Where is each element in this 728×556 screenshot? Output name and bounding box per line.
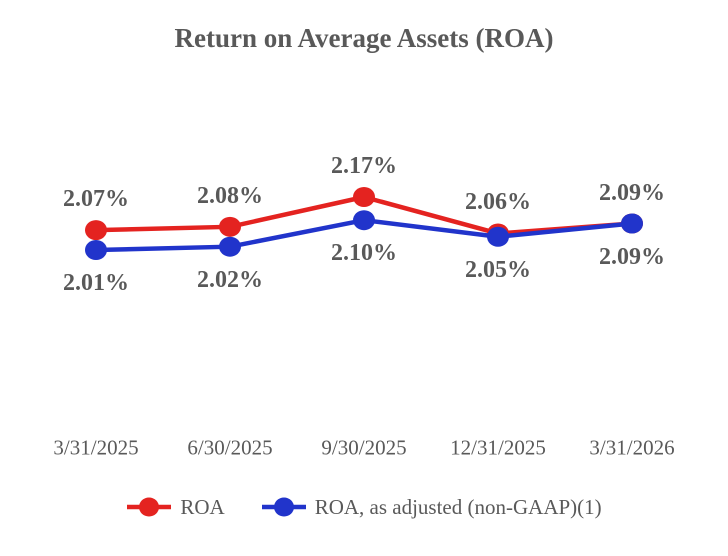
data-label-series-1-3: 2.05% — [465, 256, 531, 283]
legend-item-roa: ROA — [126, 494, 225, 519]
series-1-point-4 — [621, 213, 643, 234]
legend-label-roa-adjusted: ROA, as adjusted (non-GAAP)(1) — [314, 494, 602, 519]
x-axis-label-1: 6/30/2025 — [187, 435, 273, 460]
chart-title: Return on Average Assets (ROA) — [174, 23, 554, 53]
data-label-series-1-0: 2.01% — [63, 270, 129, 296]
legend-marker-roa-adjusted-icon — [261, 497, 306, 517]
x-axis-label-0: 3/31/2025 — [53, 435, 139, 460]
data-label-series-0-0: 2.07% — [63, 186, 129, 213]
data-label-series-0-3: 2.06% — [465, 189, 531, 216]
x-axis-label-2: 9/30/2025 — [321, 435, 407, 460]
series-1-point-3 — [487, 226, 509, 247]
data-label-series-0-4: 2.09% — [599, 179, 665, 206]
legend-item-roa-adjusted: ROA, as adjusted (non-GAAP)(1) — [261, 496, 602, 518]
data-label-series-1-1: 2.02% — [197, 266, 263, 293]
data-label-series-0-2: 2.17% — [331, 153, 397, 179]
legend-marker-roa-icon — [127, 497, 172, 517]
series-1-point-1 — [219, 236, 241, 257]
series-0-point-1 — [219, 216, 241, 237]
legend-label-roa: ROA — [180, 494, 225, 519]
data-label-series-1-2: 2.10% — [331, 240, 397, 267]
x-axis-label-4: 3/31/2026 — [589, 435, 675, 460]
series-1-point-2 — [353, 210, 375, 231]
x-axis-label-3: 12/31/2025 — [450, 435, 546, 460]
data-label-series-1-4: 2.09% — [599, 243, 665, 270]
legend: ROA ROA, as adjusted (non-GAAP)(1) — [0, 496, 728, 518]
data-label-series-0-1: 2.08% — [197, 182, 263, 209]
series-1-point-0 — [85, 240, 107, 260]
series-0-point-2 — [353, 187, 375, 207]
series-0-point-0 — [85, 220, 107, 241]
